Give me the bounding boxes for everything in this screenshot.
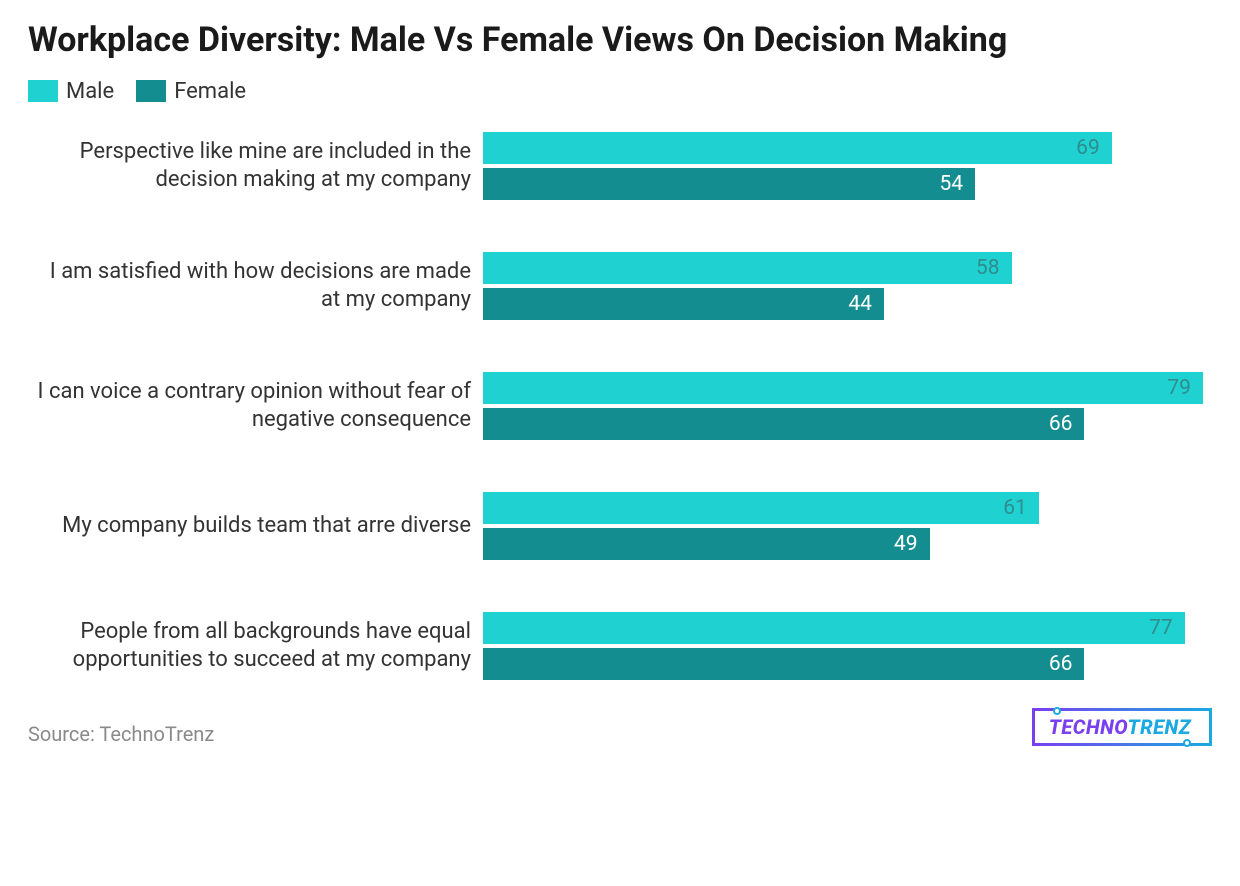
category-label: Perspective like mine are included in th… (28, 138, 483, 193)
logo-text-a: TECHNO (1049, 715, 1128, 739)
category-label: People from all backgrounds have equal o… (28, 618, 483, 673)
bar: 44 (483, 288, 884, 320)
bar-group: 7766 (483, 612, 1212, 680)
bar-wrap: 44 (483, 288, 1212, 320)
legend-swatch (28, 80, 58, 102)
bar-group: 6149 (483, 492, 1212, 560)
bar: 66 (483, 408, 1084, 440)
legend-label: Male (66, 79, 114, 104)
bar-group: 5844 (483, 252, 1212, 320)
source-text: Source: TechnoTrenz (28, 722, 214, 746)
bar-wrap: 69 (483, 132, 1212, 164)
category-label: My company builds team that arre diverse (28, 512, 483, 540)
category-label: I can voice a contrary opinion without f… (28, 378, 483, 433)
chart-row: People from all backgrounds have equal o… (28, 612, 1212, 680)
logo-dot-br (1183, 739, 1191, 747)
bar: 61 (483, 492, 1039, 524)
bar: 49 (483, 528, 930, 560)
bar: 54 (483, 168, 975, 200)
legend: Male Female (28, 79, 1212, 104)
bar-wrap: 49 (483, 528, 1212, 560)
bar: 79 (483, 372, 1203, 404)
bar-wrap: 58 (483, 252, 1212, 284)
category-label: I am satisfied with how decisions are ma… (28, 258, 483, 313)
bar-chart: Perspective like mine are included in th… (28, 132, 1212, 680)
chart-row: I can voice a contrary opinion without f… (28, 372, 1212, 440)
logo-badge: TECHNOTRENZ (1032, 708, 1212, 746)
legend-item: Male (28, 79, 114, 104)
legend-item: Female (136, 79, 246, 104)
chart-title: Workplace Diversity: Male Vs Female View… (28, 20, 1128, 61)
bar: 69 (483, 132, 1112, 164)
bar-wrap: 61 (483, 492, 1212, 524)
bar-wrap: 66 (483, 648, 1212, 680)
bar-group: 6954 (483, 132, 1212, 200)
bar-group: 7966 (483, 372, 1212, 440)
logo: TECHNOTRENZ (1032, 708, 1212, 746)
logo-dot-tl (1053, 707, 1061, 715)
bar-wrap: 54 (483, 168, 1212, 200)
bar-wrap: 77 (483, 612, 1212, 644)
chart-row: I am satisfied with how decisions are ma… (28, 252, 1212, 320)
bar-wrap: 66 (483, 408, 1212, 440)
bar: 66 (483, 648, 1084, 680)
legend-swatch (136, 80, 166, 102)
bar: 77 (483, 612, 1185, 644)
chart-row: My company builds team that arre diverse… (28, 492, 1212, 560)
logo-text-b: TRENZ (1127, 715, 1191, 739)
bar-wrap: 79 (483, 372, 1212, 404)
legend-label: Female (174, 79, 246, 104)
bar: 58 (483, 252, 1012, 284)
chart-row: Perspective like mine are included in th… (28, 132, 1212, 200)
